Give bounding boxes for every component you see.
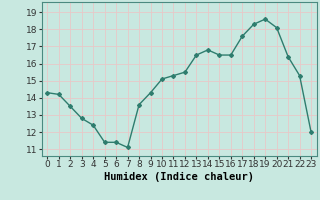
X-axis label: Humidex (Indice chaleur): Humidex (Indice chaleur) <box>104 172 254 182</box>
